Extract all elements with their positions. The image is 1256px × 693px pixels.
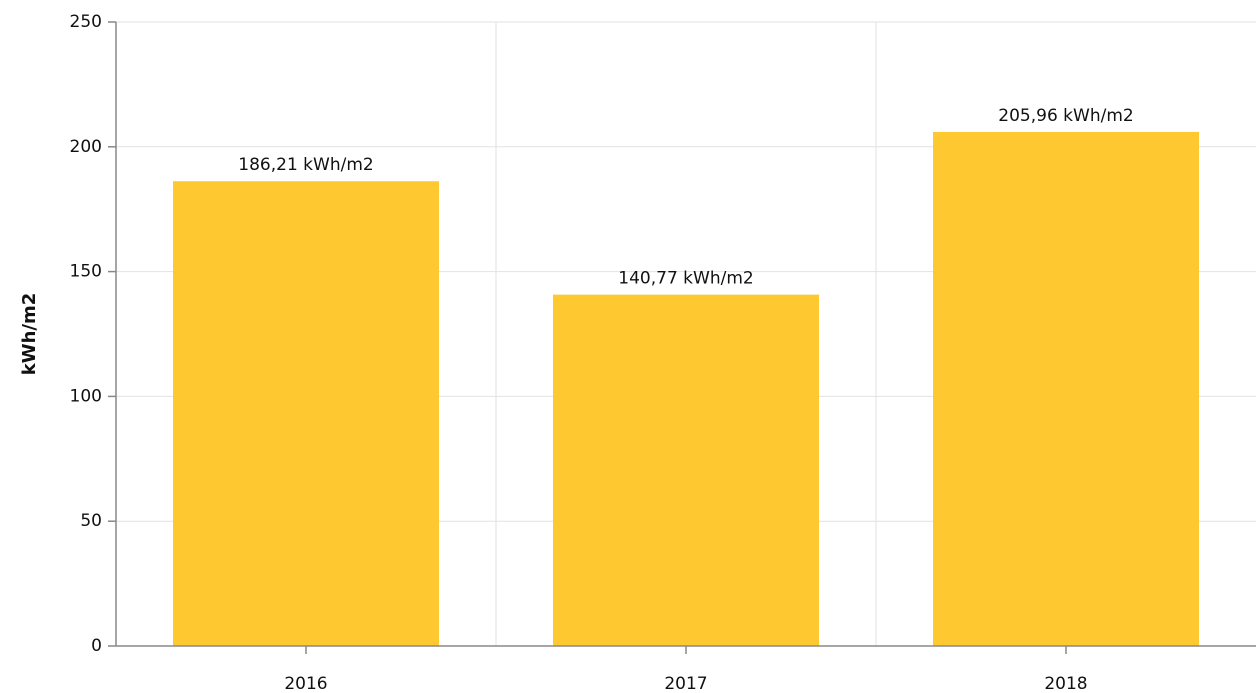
y-tick-label: 150 [70, 262, 102, 282]
data-label: 186,21 kWh/m2 [238, 155, 373, 175]
bar [173, 181, 439, 646]
y-axis-label: kWh/m2 [19, 293, 40, 376]
x-tick-label: 2016 [284, 674, 327, 693]
y-tick-label: 250 [70, 12, 102, 32]
data-label: 140,77 kWh/m2 [618, 269, 753, 289]
y-tick-label: 200 [70, 137, 102, 157]
data-label: 205,96 kWh/m2 [998, 106, 1133, 126]
bar [933, 131, 1199, 647]
y-tick-label: 100 [70, 386, 102, 406]
x-tick-label: 2017 [664, 674, 707, 693]
y-tick-label: 0 [91, 636, 102, 656]
y-tick-label: 50 [80, 511, 102, 531]
x-tick-label: 2018 [1044, 674, 1087, 693]
bar [553, 294, 819, 646]
